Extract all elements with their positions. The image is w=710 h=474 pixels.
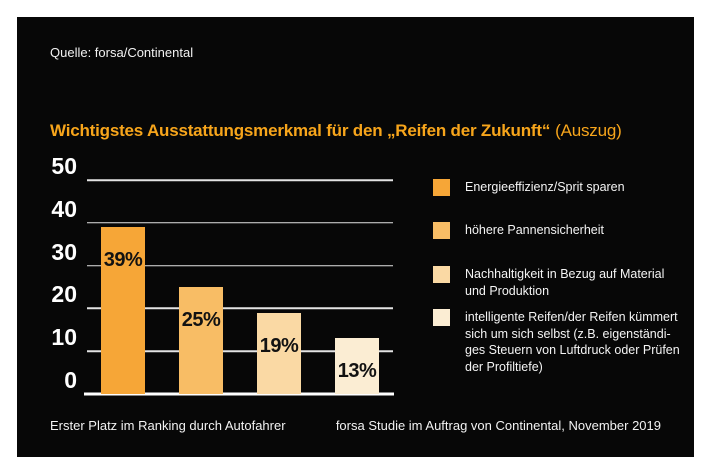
y-tick-label-0: 0 — [64, 367, 77, 393]
y-tick-label-50: 50 — [51, 153, 77, 179]
legend-item-1: Energieeffizienz/Sprit sparen — [433, 179, 625, 196]
legend-swatch-2 — [433, 222, 450, 239]
legend-item-3: Nachhaltigkeit in Bezug auf Material und… — [433, 266, 664, 299]
y-tick-label-20: 20 — [51, 281, 77, 308]
gridline-y-40 — [87, 222, 393, 224]
gridline-y-30 — [87, 264, 393, 267]
gridline-y-50 — [87, 179, 393, 181]
page-title-suffix: (Auszug) — [555, 121, 622, 140]
bar-3: 19% — [257, 312, 301, 394]
footer-note-right: forsa Studie im Auftrag von Continental,… — [335, 418, 661, 433]
bar-value-label-1: 39% — [103, 249, 143, 272]
plot-area: 0 10 20 30 40 50 39% 25% 19% 13% — [51, 154, 394, 396]
bar-value-label-3: 19% — [259, 334, 299, 357]
gridline-y-10 — [87, 350, 393, 352]
x-axis-line — [84, 392, 394, 396]
bar-2: 25% — [179, 287, 223, 394]
y-tick-label-30: 30 — [51, 238, 77, 265]
page-title: Wichtigstes Ausstattungsmerkmal für den … — [50, 121, 680, 141]
legend-label-4: intelligente Reifen/der Reifen kümmert s… — [465, 310, 680, 374]
legend-swatch-4 — [433, 309, 450, 326]
footer-note-left: Erster Platz im Ranking durch Autofahrer — [50, 418, 286, 433]
legend-label-1: Energieeffizienz/Sprit sparen — [465, 180, 625, 194]
bar-4: 13% — [335, 338, 379, 394]
y-tick-label-40: 40 — [51, 195, 77, 222]
legend-item-4: intelligente Reifen/der Reifen kümmert s… — [433, 309, 680, 375]
bar-1: 39% — [101, 227, 145, 394]
page-title-main: Wichtigstes Ausstattungsmerkmal für den … — [50, 121, 551, 140]
legend-label-3: Nachhaltigkeit in Bezug auf Material und… — [465, 267, 665, 298]
legend-swatch-1 — [433, 179, 450, 196]
y-tick-label-10: 10 — [51, 324, 77, 351]
legend-item-2: höhere Pannensicherheit — [433, 222, 604, 239]
bar-value-label-2: 25% — [181, 309, 221, 331]
chart-panel: Quelle: forsa/Continental Wichtigstes Au… — [17, 17, 694, 457]
legend-label-2: höhere Pannensicherheit — [465, 223, 604, 237]
gridline-y-20 — [87, 307, 393, 310]
bar-value-label-4: 13% — [337, 360, 377, 383]
source-note: Quelle: forsa/Continental — [50, 45, 194, 60]
legend-swatch-3 — [433, 266, 450, 283]
